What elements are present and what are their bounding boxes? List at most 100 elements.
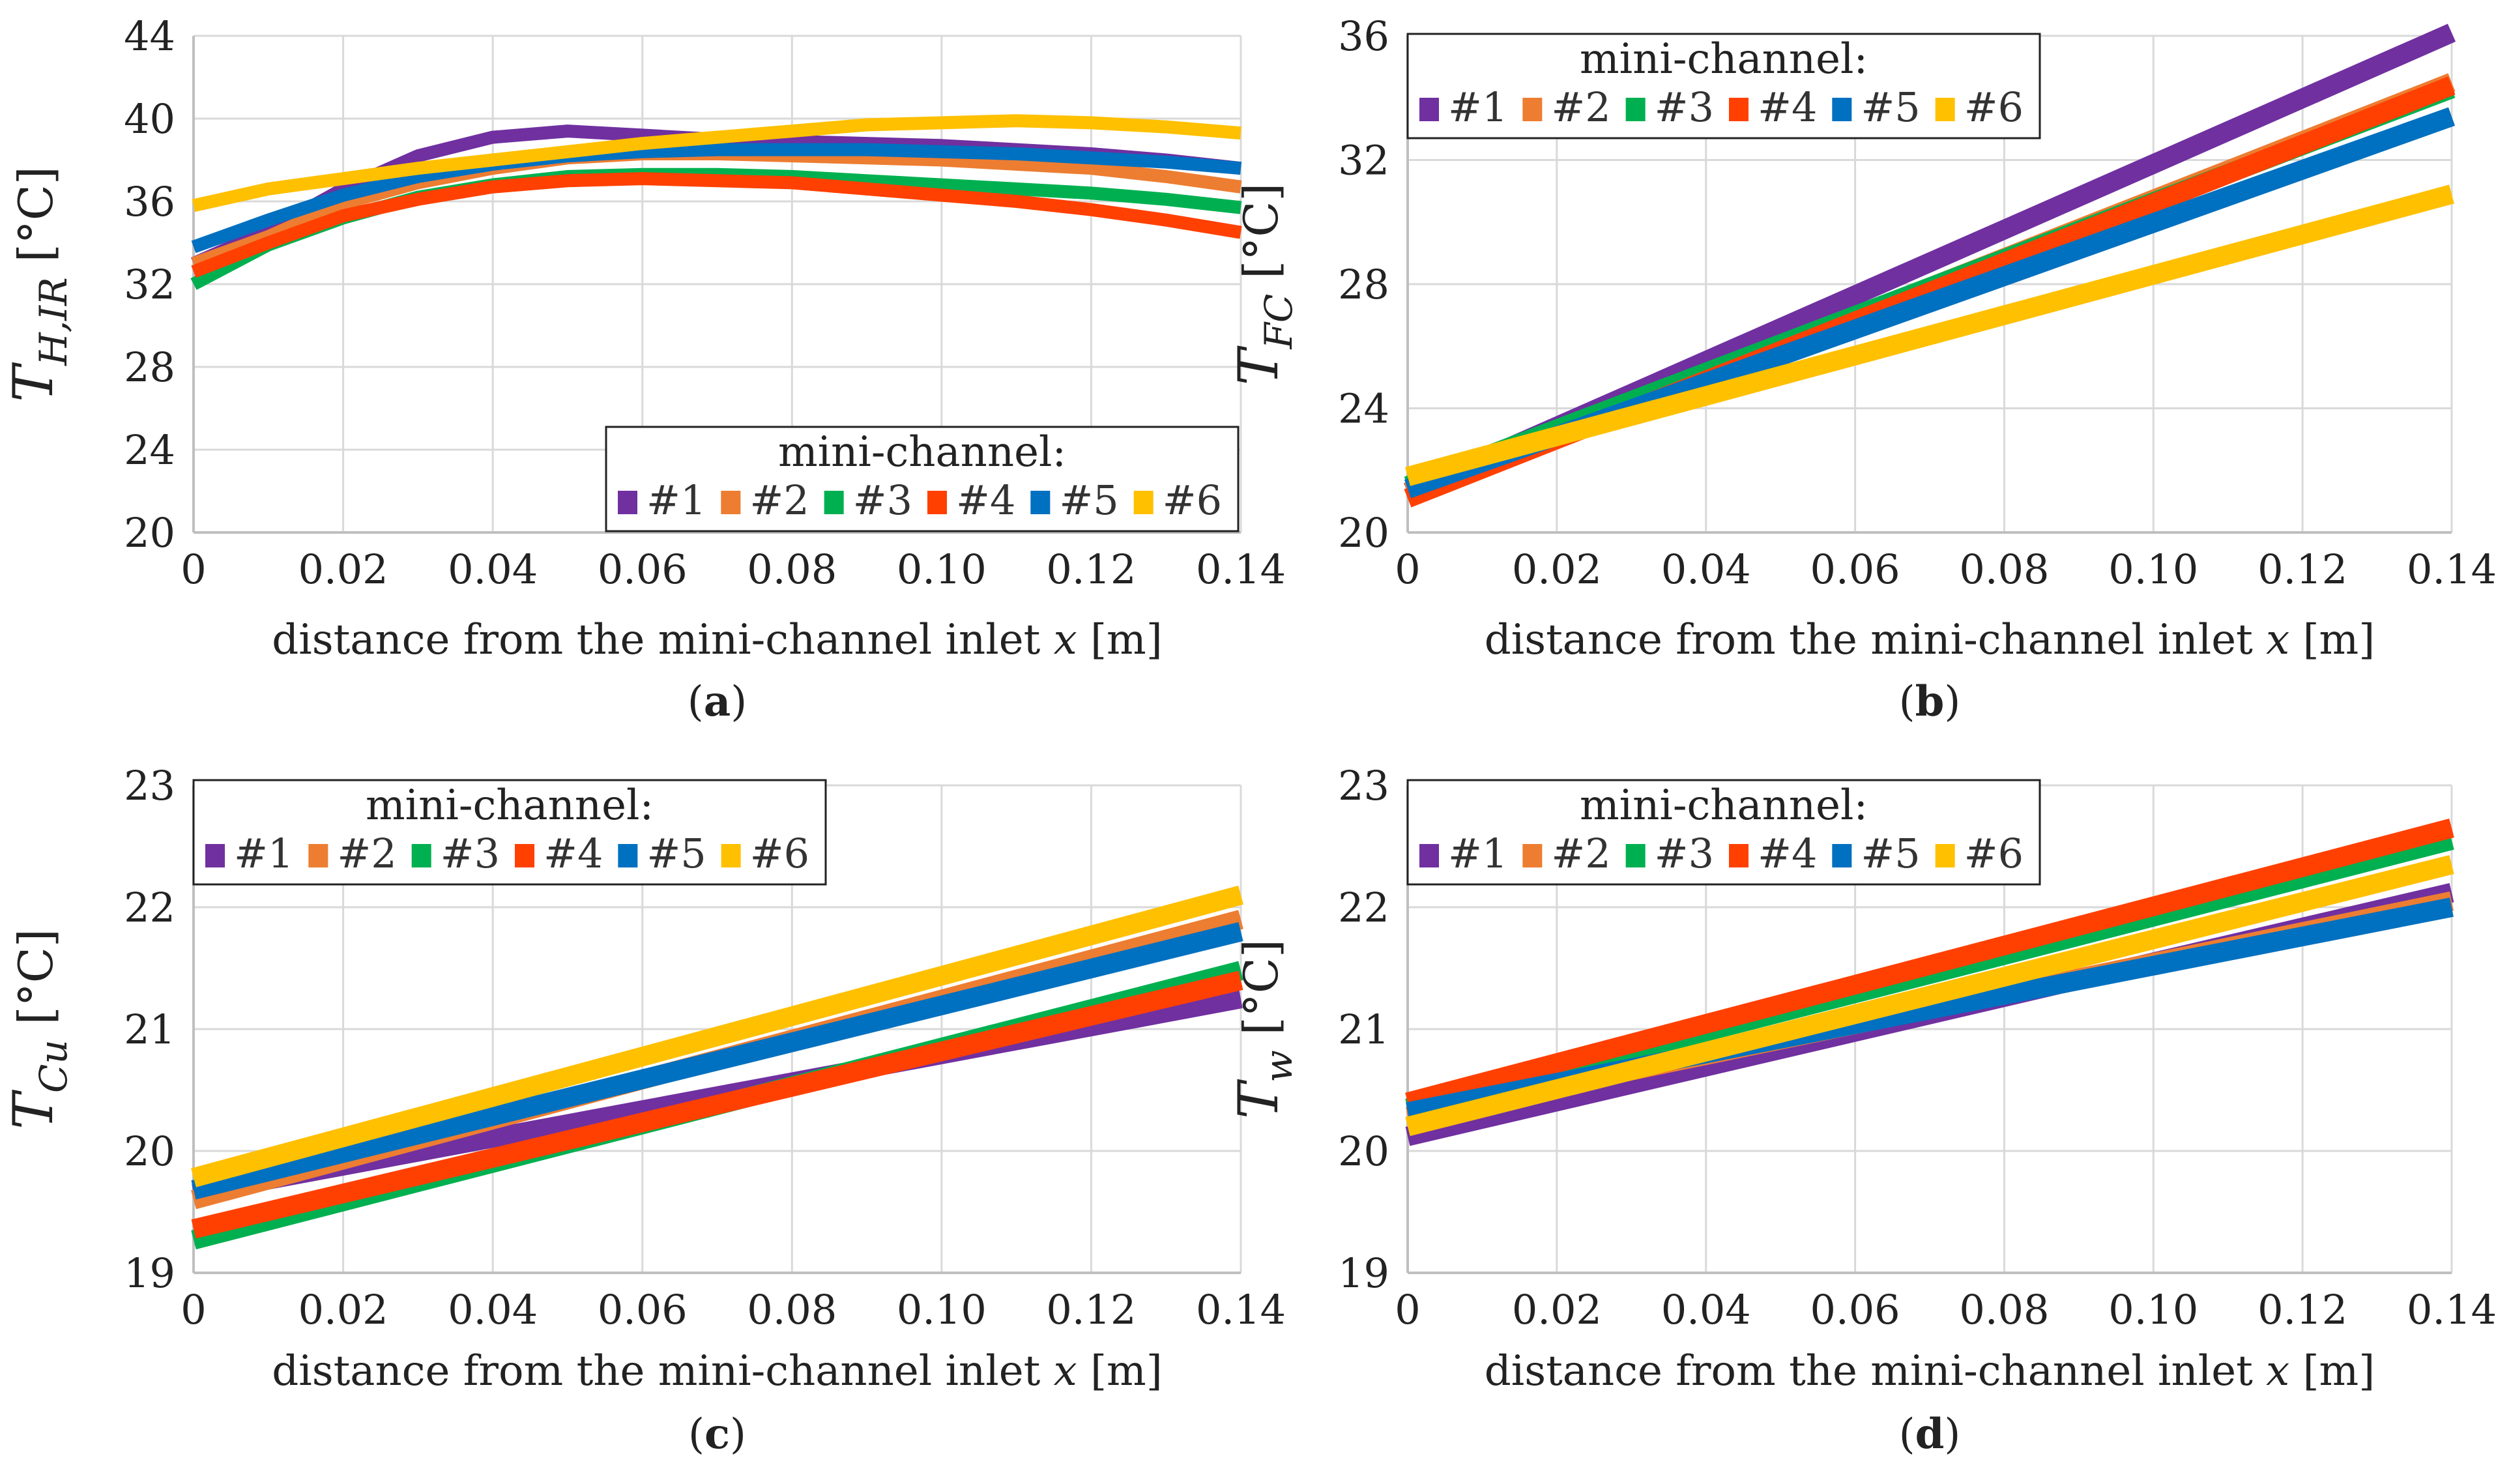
y-tick-label: 20: [1338, 509, 1389, 557]
chart-panel-b: 0 0.02 0.04 0.06 0.08 0.10 0.12 0.14 20 24 28 32 36 m…: [1226, 12, 2496, 726]
x-tick-label: 0: [181, 1286, 206, 1333]
y-axis-label-subscript: w: [1256, 1050, 1301, 1083]
legend-swatch-3: [411, 844, 431, 867]
series-line-6: [1405, 854, 2454, 1137]
legend-swatch-2: [721, 491, 741, 514]
panel-label-close: ): [730, 1410, 746, 1459]
legend: mini-channel: #1 #2 #3 #4 #5 #6: [1406, 33, 2041, 139]
legend: mini-channel: #1 #2 #3 #4 #5 #6: [192, 779, 827, 886]
panel-label: (c): [688, 1410, 746, 1459]
x-axis-label-unit: [m]: [1077, 616, 1163, 664]
y-tick-label: 32: [124, 261, 175, 308]
legend-swatch-2: [1522, 98, 1543, 121]
x-axis-label-prefix: distance from the mini-channel inlet: [272, 616, 1053, 664]
y-tick-label: 22: [124, 884, 175, 931]
panel-label-close: ): [1944, 678, 1960, 726]
x-tick-label: 0.12: [1046, 1286, 1136, 1333]
series-line-4: [1405, 818, 2454, 1112]
series-line-6: [1405, 184, 2454, 486]
y-axis-label-space: [8, 262, 63, 277]
x-axis-label-variable: x: [2266, 1347, 2289, 1395]
x-tick-label: 0.10: [897, 1286, 987, 1333]
x-axis-label: distance from the mini-channel inlet x […: [272, 1347, 1162, 1395]
legend-title: mini-channel:: [1580, 781, 1868, 830]
panel-label-open: (: [688, 678, 704, 726]
legend-label-5: #5: [1861, 830, 1920, 877]
legend-label-5: #5: [646, 830, 706, 877]
legend-label-1: #1: [1448, 830, 1507, 877]
legend-swatch-5: [1832, 844, 1852, 867]
legend-label-5: #5: [1861, 83, 1920, 131]
x-tick-label: 0.02: [298, 546, 388, 593]
y-axis-label-symbol: T: [1, 1089, 65, 1129]
legend-title: mini-channel:: [366, 781, 654, 830]
legend-swatch-6: [721, 844, 741, 867]
x-tick-label: 0.08: [747, 546, 837, 593]
legend-label-4: #4: [544, 830, 603, 877]
y-tick-label: 36: [1338, 12, 1389, 60]
legend-swatch-5: [1030, 491, 1051, 514]
legend-swatch-1: [1419, 98, 1439, 121]
x-tick-label: 0.02: [1512, 546, 1602, 593]
legend-swatch-4: [1729, 844, 1749, 867]
x-tick-label: 0.04: [1661, 1286, 1751, 1333]
legend-swatch-3: [1625, 844, 1646, 867]
panel-label-letter: d: [1915, 1410, 1945, 1459]
panel-label: (d): [1899, 1410, 1961, 1459]
legend-swatch-6: [1133, 491, 1154, 514]
y-axis-label-space: [8, 1025, 63, 1040]
panel-label-open: (: [1899, 678, 1915, 726]
legend-label-1: #1: [1448, 83, 1507, 131]
x-tick-label: 0.08: [1959, 546, 2049, 593]
x-tick-label: 0.04: [448, 1286, 538, 1333]
legend-swatch-4: [1729, 98, 1749, 121]
x-tick-label: 0.02: [1512, 1286, 1602, 1333]
series-line-4: [191, 970, 1243, 1239]
panel-label-letter: a: [704, 677, 731, 726]
x-axis-label-unit: [m]: [2289, 616, 2375, 664]
series-line-6: [192, 114, 1241, 212]
legend-label-4: #4: [956, 476, 1015, 524]
legend-swatch-5: [618, 844, 638, 867]
legend-label-2: #2: [749, 476, 809, 524]
x-tick-label: 0.12: [2257, 1286, 2347, 1333]
x-tick-label: 0.02: [298, 1286, 388, 1333]
y-tick-label: 19: [124, 1249, 175, 1297]
panel-label: (b): [1899, 677, 1961, 726]
legend-swatch-2: [1522, 844, 1543, 867]
x-tick-label: 0.08: [747, 1286, 837, 1333]
x-tick-label: 0.14: [2407, 1286, 2496, 1333]
x-tick-label: 0.06: [598, 1286, 688, 1333]
legend-label-3: #3: [441, 830, 500, 877]
legend-swatch-6: [1935, 844, 1955, 867]
legend-swatch-1: [205, 844, 225, 867]
y-axis-label: Tw [°C]: [1226, 939, 1301, 1119]
y-axis-label-space: [1234, 279, 1288, 294]
x-tick-label: 0: [181, 546, 206, 593]
x-axis-label-variable: x: [1054, 1347, 1077, 1395]
panel-label-close: ): [1944, 1410, 1960, 1459]
y-axis-label-unit: [°C]: [1234, 183, 1288, 279]
x-axis-label-prefix: distance from the mini-channel inlet: [1485, 616, 2266, 664]
y-tick-label: 21: [1338, 1006, 1389, 1053]
x-axis-label: distance from the mini-channel inlet x […: [272, 616, 1162, 664]
y-tick-label: 23: [1338, 762, 1389, 809]
legend: mini-channel: #1 #2 #3 #4 #5 #6: [605, 426, 1240, 532]
panel-label-letter: c: [704, 1410, 730, 1459]
x-tick-label: 0.10: [2108, 546, 2198, 593]
x-tick-label: 0.12: [2257, 546, 2347, 593]
legend: mini-channel: #1 #2 #3 #4 #5 #6: [1406, 779, 2041, 886]
x-tick-label: 0.08: [1959, 1286, 2049, 1333]
x-axis-label: distance from the mini-channel inlet x […: [1485, 616, 2375, 664]
legend-swatch-4: [927, 491, 947, 514]
legend-label-4: #4: [1758, 830, 1817, 877]
legend-label-3: #3: [1655, 830, 1714, 877]
y-tick-label: 22: [1338, 884, 1389, 931]
x-tick-label: 0.06: [598, 546, 688, 593]
legend-label-6: #6: [1964, 830, 2024, 877]
y-axis-label-unit: [°C]: [8, 929, 63, 1025]
panel-label-letter: b: [1915, 677, 1945, 726]
y-tick-label: 28: [1338, 261, 1389, 308]
y-tick-label: 28: [124, 343, 175, 391]
